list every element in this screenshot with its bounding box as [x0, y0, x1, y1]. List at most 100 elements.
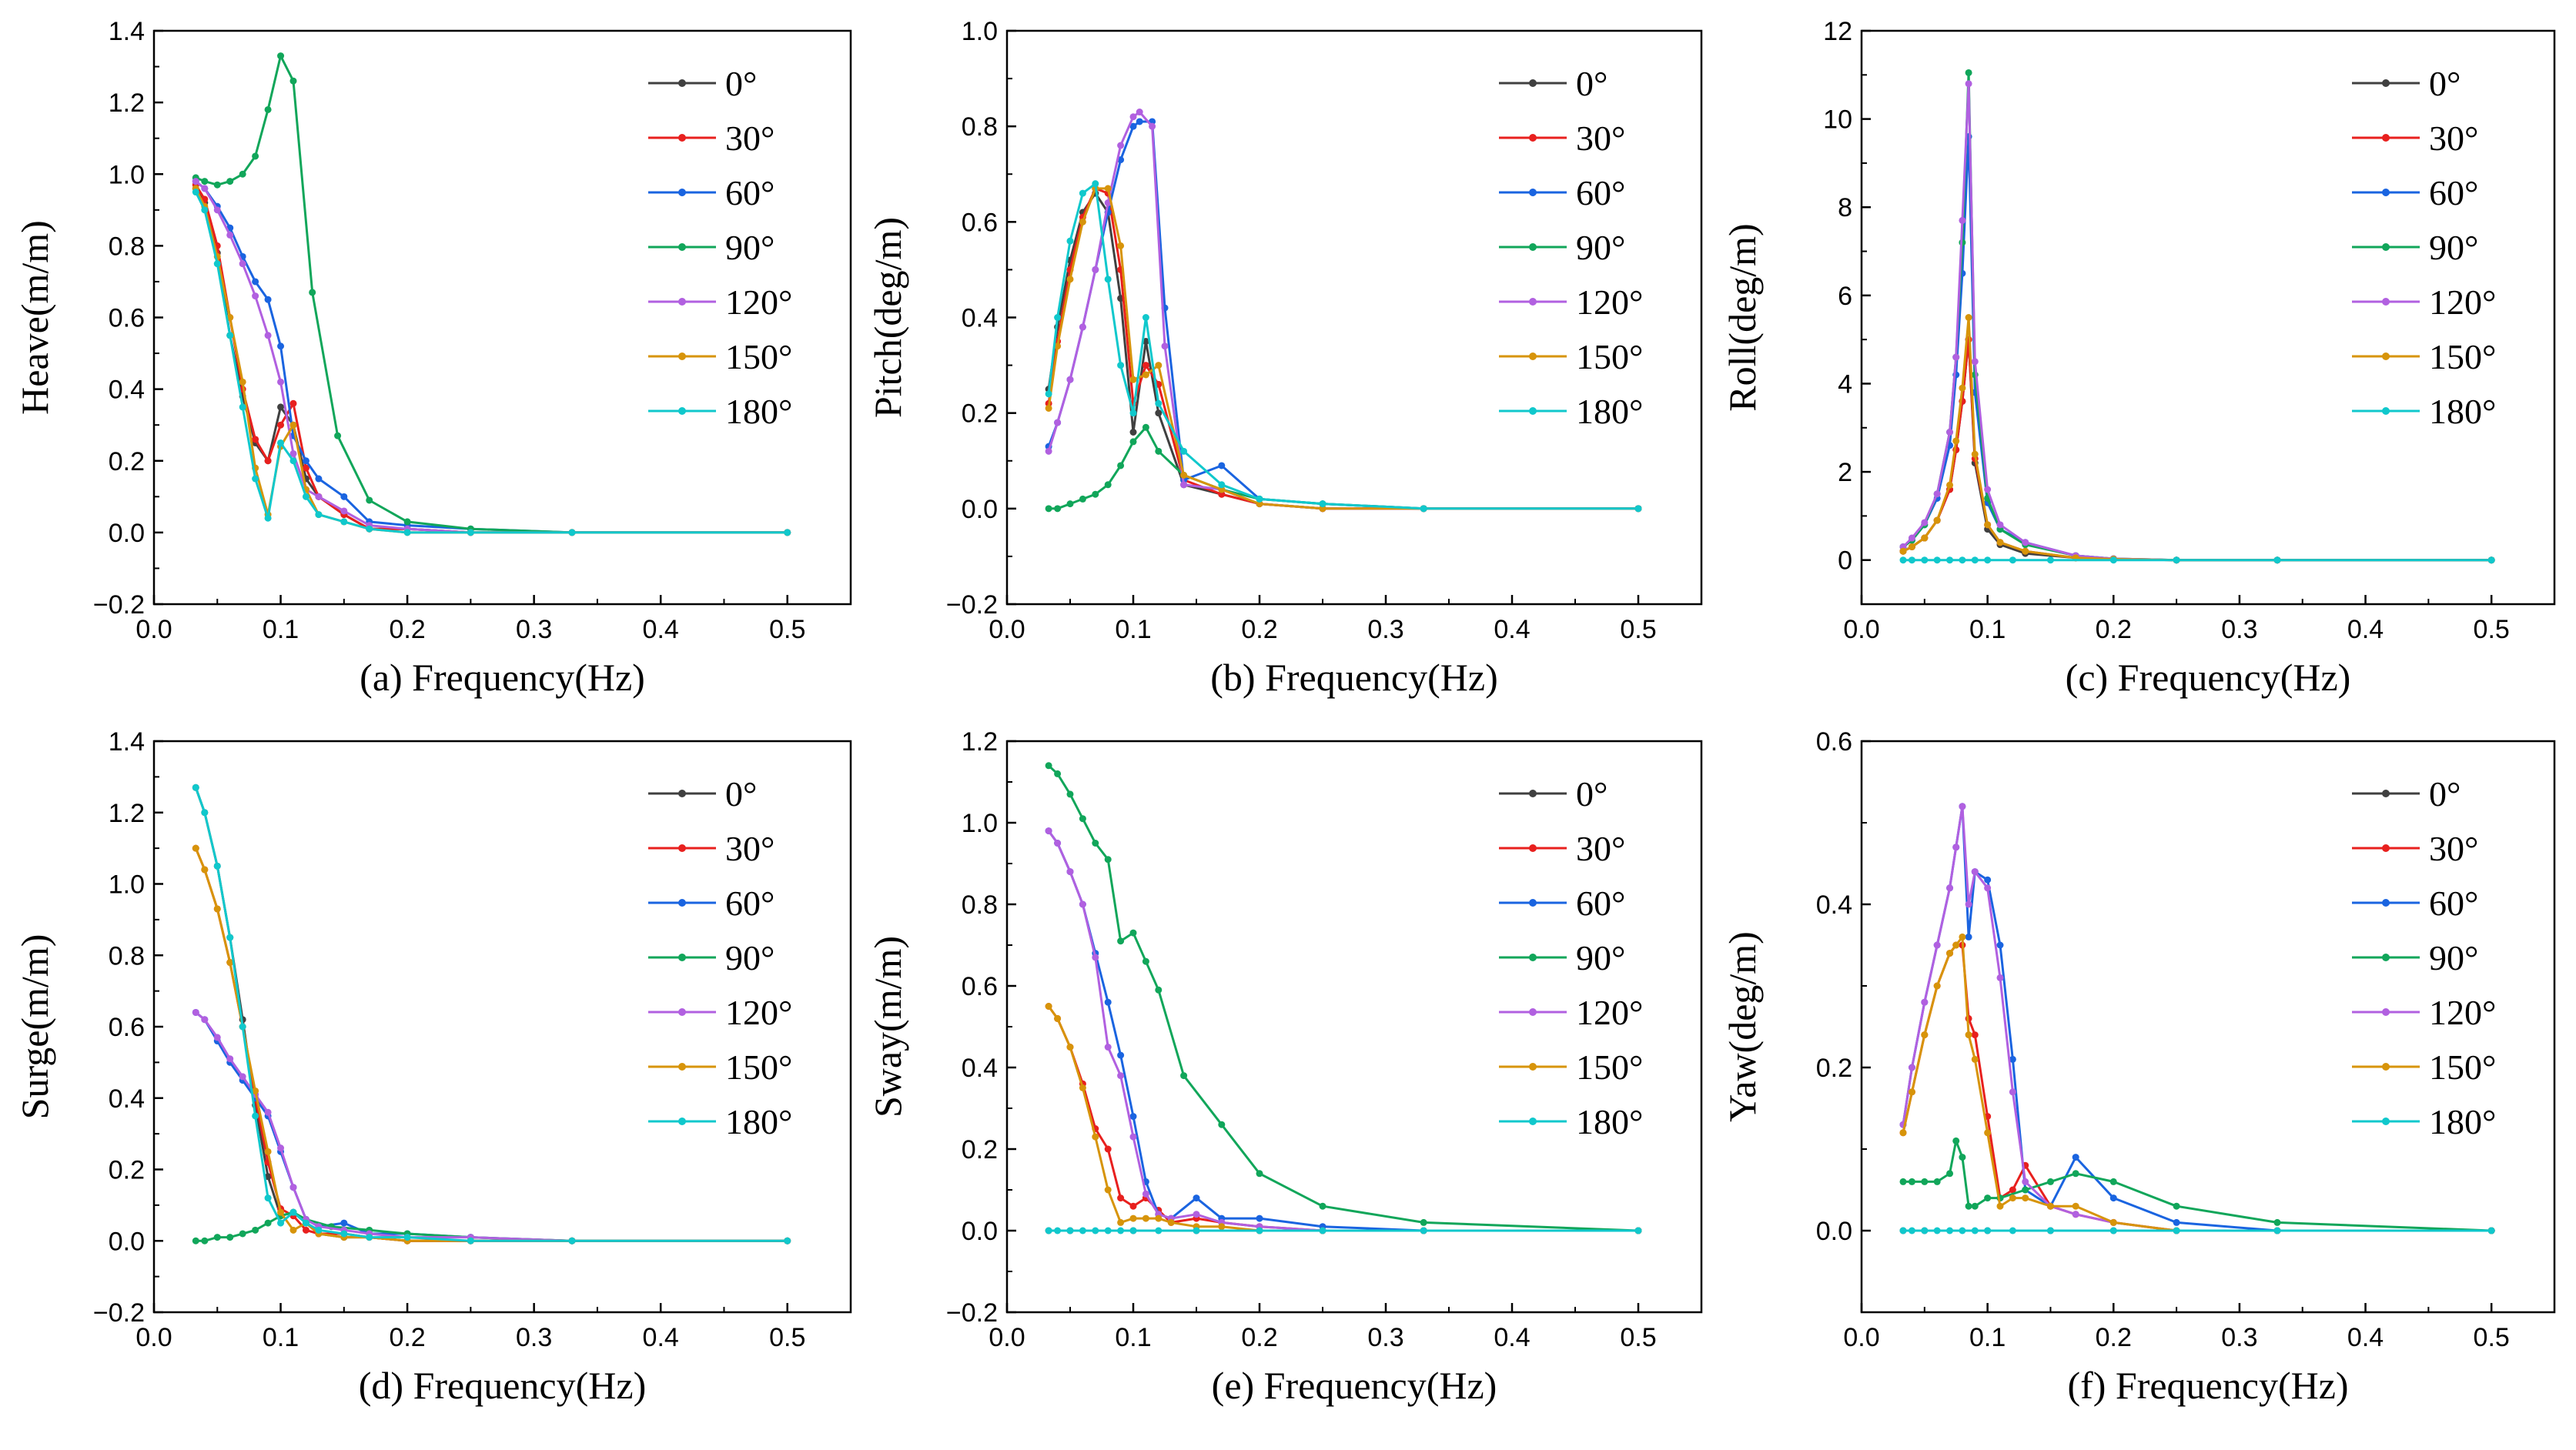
y-tick-label: 0.6	[1816, 727, 1852, 757]
x-tick-label: 0.1	[1969, 615, 2006, 644]
y-tick-label: 0	[1838, 546, 1852, 576]
series-line-7	[194, 191, 788, 534]
y-tick-label: 0.6	[962, 972, 998, 1001]
data-point	[302, 493, 309, 500]
data-point	[239, 1023, 246, 1031]
legend-marker	[2382, 1063, 2390, 1071]
data-point	[1104, 1186, 1112, 1194]
series-line-4	[1049, 426, 1638, 510]
x-axis-label: (e) Frequency(Hz)	[1212, 1364, 1497, 1407]
data-point	[1946, 1227, 1954, 1235]
data-point	[2022, 1178, 2029, 1185]
data-point	[340, 1219, 348, 1227]
y-tick-label: 0.6	[109, 1013, 145, 1042]
data-point	[1908, 556, 1915, 564]
data-point	[2109, 1194, 2117, 1202]
x-tick-label: 0.0	[1843, 1323, 1879, 1352]
data-point	[1921, 1031, 1929, 1039]
data-point	[1129, 409, 1137, 417]
data-point	[1256, 1214, 1263, 1222]
x-tick-label: 0.5	[769, 1323, 805, 1352]
data-point	[264, 1219, 272, 1227]
x-tick-label: 0.5	[2474, 615, 2510, 644]
data-point	[1092, 840, 1099, 847]
data-point	[1104, 998, 1112, 1006]
data-point	[1971, 1227, 1979, 1235]
data-point	[1959, 384, 1966, 392]
data-point	[239, 260, 246, 268]
data-point	[1117, 242, 1125, 249]
data-point	[340, 1230, 348, 1238]
data-point	[1129, 929, 1137, 937]
y-tick-label: 0.4	[962, 1054, 998, 1083]
data-point	[1971, 556, 1979, 564]
data-point	[2022, 539, 2029, 546]
legend-label: 60°	[1576, 884, 1625, 923]
y-tick-label: 0.4	[1816, 890, 1852, 920]
data-point	[1155, 986, 1163, 994]
data-point	[1996, 1202, 2004, 1210]
y-tick-label: 1.2	[962, 727, 998, 757]
data-point	[1193, 1211, 1200, 1218]
data-point	[1965, 68, 1972, 76]
data-point	[192, 189, 199, 196]
y-axis-label: Sway(m/m)	[866, 936, 909, 1118]
data-point	[1129, 1113, 1137, 1121]
legend-label: 180°	[725, 392, 792, 431]
data-point	[1092, 1227, 1099, 1235]
data-point	[2022, 1186, 2029, 1194]
data-point	[2009, 1186, 2016, 1194]
x-axis-label: (f) Frequency(Hz)	[2067, 1364, 2348, 1407]
data-point	[2046, 556, 2054, 564]
data-point	[302, 457, 309, 465]
chart-panel-1: 0.0 0.1 0.2 0.3 0.4 0.5−0.20.00.20.40.60.81.0…	[13, 17, 852, 699]
legend-marker	[1529, 298, 1537, 306]
data-point	[1971, 868, 1979, 876]
legend-marker	[2382, 243, 2390, 251]
legend-marker	[2382, 790, 2390, 797]
data-point	[2273, 556, 2281, 564]
data-point	[1104, 856, 1112, 864]
y-tick-label: 0.0	[109, 519, 145, 548]
legend-marker	[678, 407, 686, 415]
data-point	[1161, 342, 1169, 350]
y-tick-label: 0.6	[109, 304, 145, 333]
data-point	[1984, 556, 1992, 564]
y-tick-label: −0.2	[93, 590, 145, 620]
legend-label: 90°	[725, 228, 774, 267]
data-point	[1180, 481, 1188, 489]
data-point	[1908, 543, 1915, 550]
data-point	[2022, 547, 2029, 555]
data-point	[226, 1055, 234, 1063]
data-point	[1959, 556, 1966, 564]
legend-marker	[1529, 954, 1537, 961]
y-tick-label: 1.0	[109, 160, 145, 189]
data-point	[1921, 1178, 1929, 1185]
data-point	[1965, 80, 1972, 88]
legend-label: 150°	[2429, 1047, 2496, 1087]
data-point	[1971, 1031, 1979, 1039]
y-tick-label: 10	[1823, 105, 1852, 135]
data-point	[201, 206, 209, 214]
data-point	[1117, 1194, 1125, 1202]
data-point	[1155, 1214, 1163, 1222]
series-line-7	[1047, 182, 1638, 510]
series-line-2	[1902, 944, 2492, 1232]
x-tick-label: 0.0	[135, 1323, 172, 1352]
legend-label: 150°	[725, 1047, 792, 1087]
data-point	[1952, 844, 1960, 851]
data-point	[2109, 1227, 2117, 1235]
data-point	[213, 206, 221, 214]
data-point	[1155, 362, 1163, 369]
legend-marker	[2382, 954, 2390, 961]
data-point	[1142, 1214, 1149, 1222]
legend-label: 90°	[2429, 938, 2478, 977]
data-point	[309, 289, 316, 296]
plot-frame	[1860, 740, 2556, 1314]
data-point	[239, 170, 246, 178]
series-line-5	[195, 1011, 788, 1242]
data-point	[1193, 1227, 1200, 1235]
data-point	[1952, 941, 1960, 949]
data-point	[1066, 276, 1074, 283]
data-point	[1996, 941, 2004, 949]
